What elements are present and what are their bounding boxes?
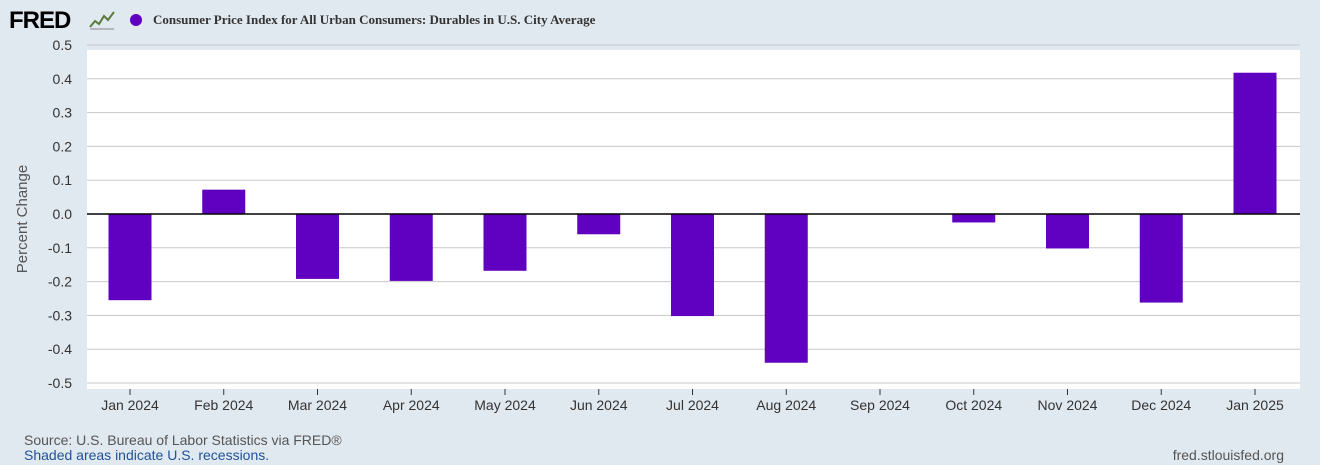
x-tick-label: Feb 2024 [194,397,253,413]
bar[interactable] [1233,72,1277,214]
fred-logo-graph-icon [89,10,115,30]
bar-chart: 0.5 0.4 0.3 0.2 0.1 0.0 -0.1 -0.2 -0.3 -0.4 -0.5 J… [14,37,1300,413]
bar[interactable] [389,214,433,281]
x-tick-label: Aug 2024 [756,397,816,413]
x-tick-label: Jun 2024 [570,397,628,413]
source-note: Source: U.S. Bureau of Labor Statistics … [24,432,342,448]
fred-url[interactable]: fred.stlouisfed.org [1172,447,1284,463]
x-tick-label: Apr 2024 [383,397,440,413]
y-tick-label: 0.2 [53,138,73,154]
y-tick-label: 0.0 [53,206,73,222]
bars [108,72,1277,363]
bar[interactable] [764,214,808,363]
y-tick-label: 0.5 [53,37,73,53]
source-link[interactable]: U.S. Bureau of Labor Statistics via FRED… [76,432,342,448]
y-tick-label: 0.3 [53,105,73,121]
x-tick-label: Jan 2024 [101,397,159,413]
bar[interactable] [108,214,152,301]
bar[interactable] [1046,214,1089,249]
y-tick-labels: 0.5 0.4 0.3 0.2 0.1 0.0 -0.1 -0.2 -0.3 -0.4 -0.5 [48,37,72,391]
bar[interactable] [1139,214,1183,303]
bar[interactable] [483,214,527,271]
x-tick-labels: Jan 2024 Feb 2024 Mar 2024 Apr 2024 May 2024… [101,389,1284,413]
bar[interactable] [577,214,621,235]
bar[interactable] [671,214,714,317]
y-tick-label: -0.1 [48,240,72,256]
x-tick-label: Sep 2024 [850,397,910,413]
recession-note[interactable]: Shaded areas indicate U.S. recessions. [24,447,270,463]
bar[interactable] [296,214,339,279]
y-tick-label: 0.4 [53,71,73,87]
gridlines [87,44,1300,384]
x-tick-label: Jul 2024 [666,397,719,413]
fred-logo[interactable]: FRED [9,7,71,34]
y-tick-label: -0.5 [48,375,72,391]
x-tick-label: Oct 2024 [945,397,1002,413]
x-tick-label: Mar 2024 [288,397,347,413]
bar[interactable] [952,214,996,223]
x-tick-label: Dec 2024 [1131,397,1191,413]
y-tick-label: -0.4 [48,341,72,357]
legend-marker [130,14,142,26]
bar[interactable] [202,189,246,214]
series-title[interactable]: Consumer Price Index for All Urban Consu… [153,12,596,27]
x-tick-label: May 2024 [474,397,536,413]
y-tick-label: -0.2 [48,274,72,290]
x-tick-label: Jan 2025 [1226,397,1284,413]
source-prefix: Source: [24,432,77,448]
x-tick-label: Nov 2024 [1038,397,1098,413]
y-tick-label: -0.3 [48,307,72,323]
chart-header: FRED Consumer Price Index for All Urban … [0,0,1320,42]
y-tick-label: 0.1 [53,172,73,188]
y-axis-label: Percent Change [14,165,31,273]
